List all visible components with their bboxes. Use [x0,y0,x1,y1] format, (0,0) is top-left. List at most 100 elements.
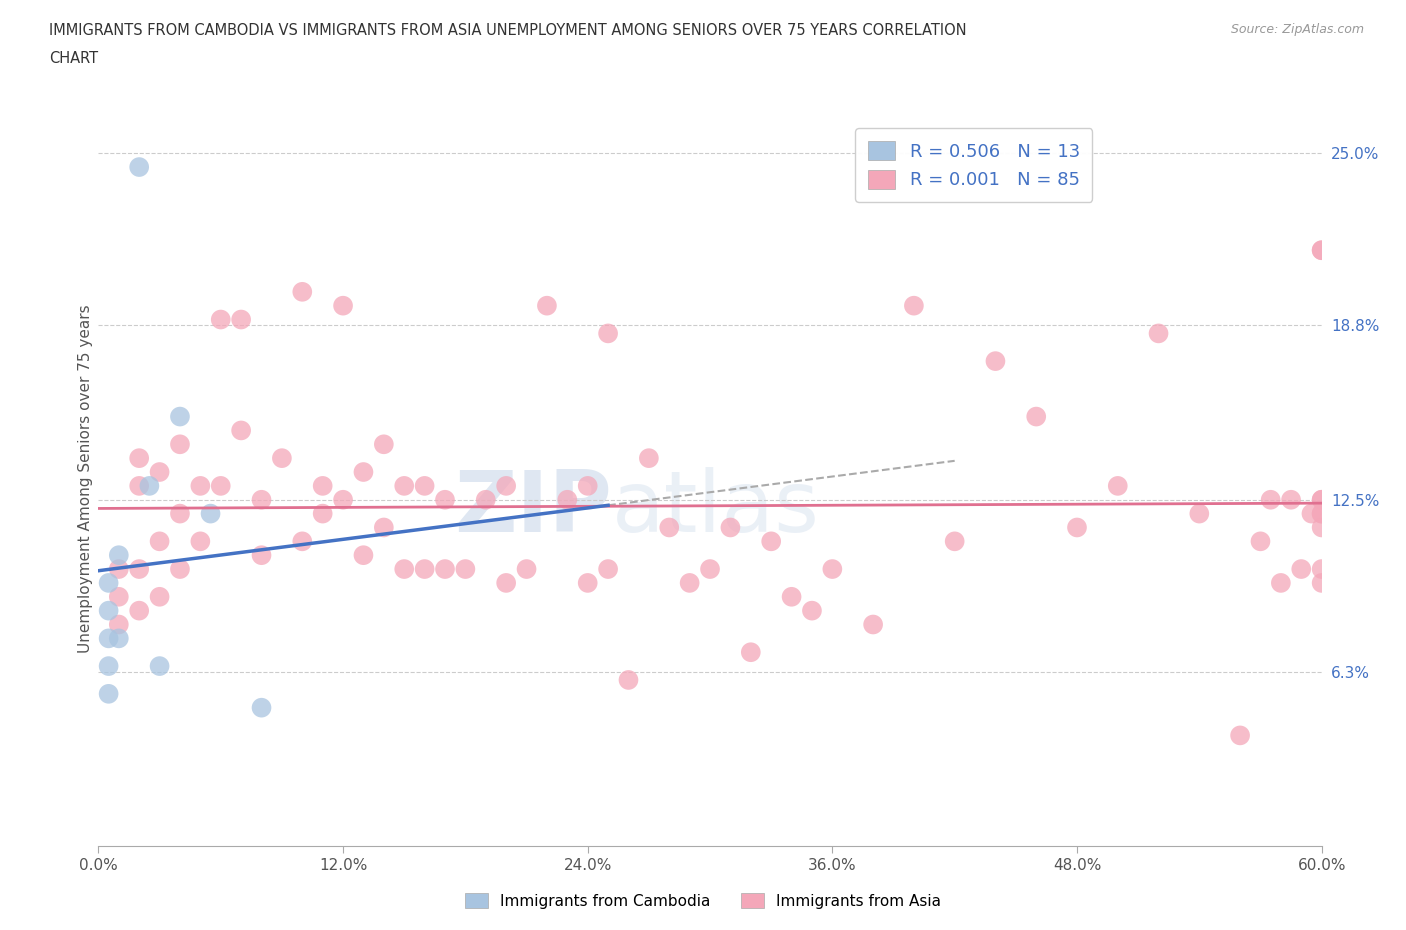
Point [149,590,172,604]
Point [740,644,762,659]
Point [138,478,160,493]
Point [617,672,640,687]
Point [231,312,253,327]
Point [1310,243,1333,258]
Point [780,590,803,604]
Point [801,604,824,618]
Point [576,576,599,591]
Point [1260,492,1282,507]
Point [1270,576,1292,591]
Point [1025,409,1047,424]
Point [474,492,498,507]
Point [108,562,131,577]
Point [373,437,395,452]
Text: Source: ZipAtlas.com: Source: ZipAtlas.com [1230,23,1364,36]
Point [637,451,661,466]
Point [270,451,294,466]
Point [352,548,374,563]
Point [1249,534,1271,549]
Point [250,700,273,715]
Point [128,451,150,466]
Point [718,520,742,535]
Point [1310,506,1333,521]
Point [392,562,416,577]
Point [188,478,212,493]
Point [454,562,477,577]
Point [1147,326,1170,340]
Point [291,285,314,299]
Point [250,548,273,563]
Point [821,562,844,577]
Point [209,478,232,493]
Point [516,562,538,577]
Point [1310,520,1333,535]
Point [1188,506,1211,521]
Point [658,520,681,535]
Point [1310,562,1333,577]
Point [1310,492,1333,507]
Point [536,299,558,313]
Point [128,160,150,175]
Point [128,478,150,493]
Point [97,576,120,591]
Point [188,534,212,549]
Point [413,478,436,493]
Point [291,534,314,549]
Point [97,686,120,701]
Point [903,299,925,313]
Point [149,658,172,673]
Point [1066,520,1088,535]
Point [108,548,131,563]
Point [576,478,599,493]
Point [434,492,457,507]
Point [434,562,457,577]
Point [128,604,150,618]
Point [862,618,884,632]
Point [332,492,354,507]
Point [209,312,232,327]
Point [97,658,120,673]
Legend: Immigrants from Cambodia, Immigrants from Asia: Immigrants from Cambodia, Immigrants fro… [458,886,948,915]
Point [761,534,783,549]
Point [1310,492,1333,507]
Point [699,562,721,577]
Point [352,465,374,480]
Point [555,492,579,507]
Point [169,562,191,577]
Point [598,326,620,340]
Point [169,437,191,452]
Point [373,520,395,535]
Point [231,423,253,438]
Point [332,299,354,313]
Point [200,506,222,521]
Point [108,590,131,604]
Point [169,506,191,521]
Point [1310,576,1333,591]
Point [250,492,273,507]
Point [1291,562,1313,577]
Text: CHART: CHART [49,51,98,66]
Point [943,534,966,549]
Y-axis label: Unemployment Among Seniors over 75 years: Unemployment Among Seniors over 75 years [77,305,93,653]
Point [1107,478,1129,493]
Text: atlas: atlas [612,467,820,550]
Point [392,478,416,493]
Point [312,506,335,521]
Point [679,576,702,591]
Point [149,534,172,549]
Point [97,631,120,645]
Point [984,353,1007,368]
Text: ZIP: ZIP [454,467,612,550]
Point [413,562,436,577]
Point [598,562,620,577]
Point [149,465,172,480]
Point [312,478,335,493]
Point [495,478,517,493]
Point [1310,243,1333,258]
Point [1229,728,1251,743]
Point [1301,506,1323,521]
Point [1310,506,1333,521]
Point [128,562,150,577]
Point [1279,492,1302,507]
Point [495,576,517,591]
